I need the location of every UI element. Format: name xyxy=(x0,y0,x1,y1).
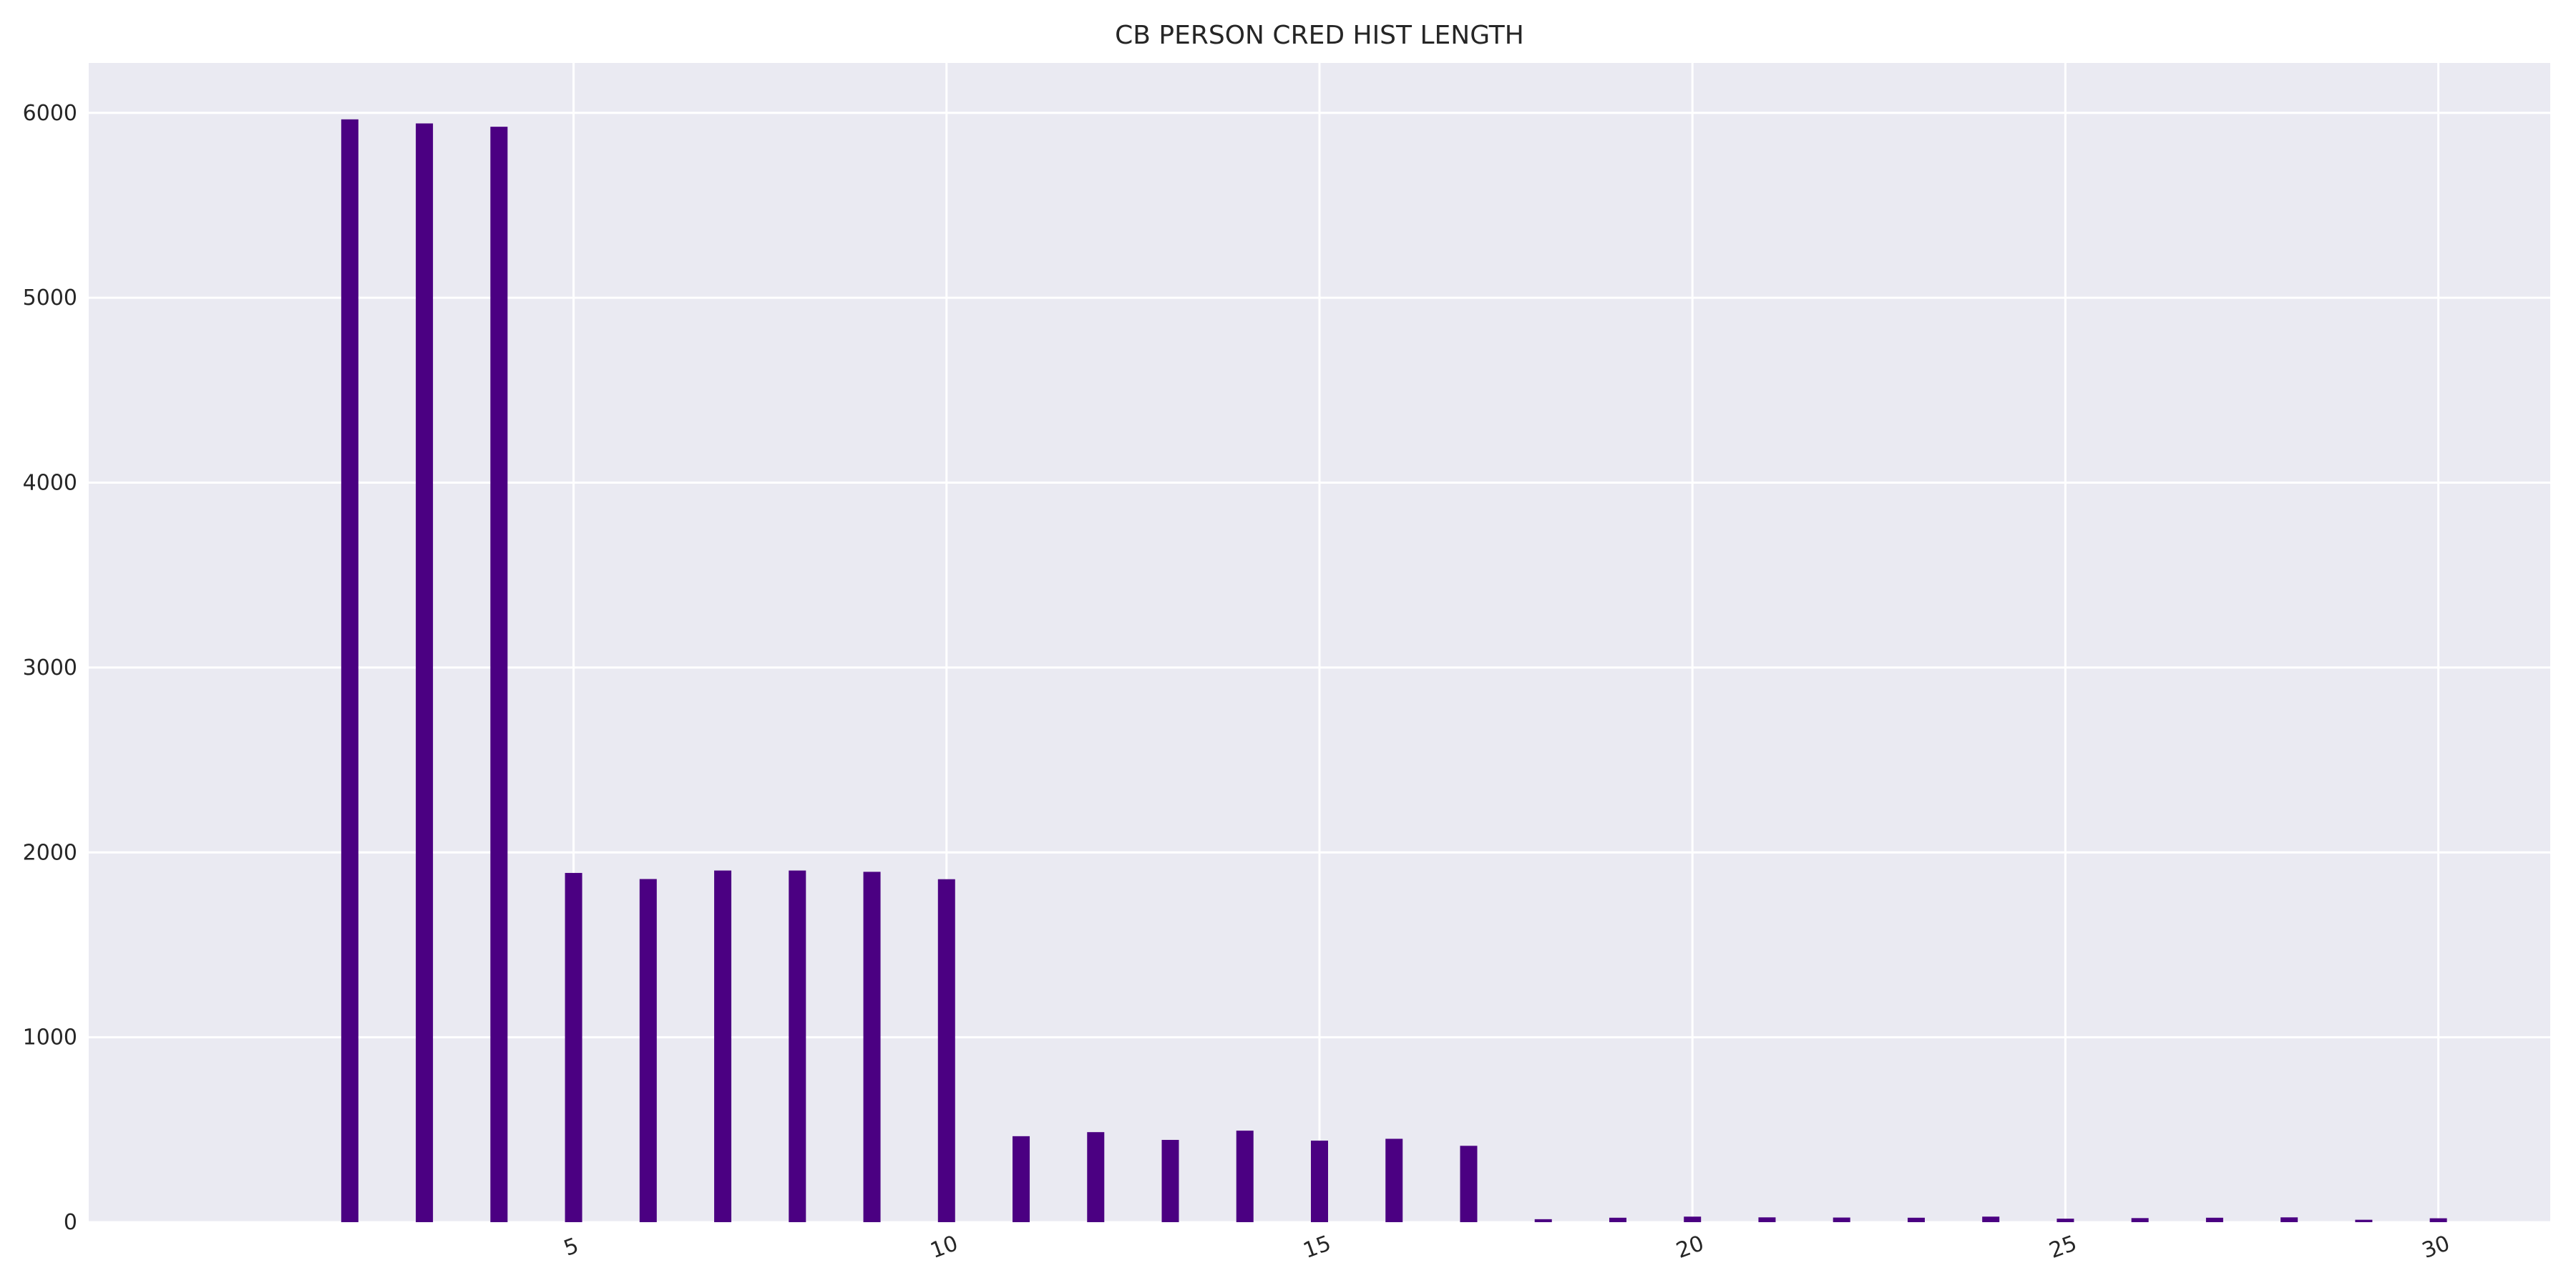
bar xyxy=(1311,1141,1328,1222)
bar xyxy=(1684,1216,1702,1222)
chart-title: CB PERSON CRED HIST LENGTH xyxy=(1115,21,1524,50)
y-tick-label: 2000 xyxy=(23,840,77,865)
bar xyxy=(490,127,508,1222)
bar xyxy=(2280,1217,2298,1222)
y-axis-ticks: 0 1000 2000 3000 4000 5000 6000 xyxy=(23,101,77,1235)
bar xyxy=(2131,1218,2149,1222)
x-tick-label: 20 xyxy=(1673,1231,1707,1264)
bar xyxy=(863,872,881,1222)
y-tick-label: 6000 xyxy=(23,101,77,126)
bar xyxy=(2057,1219,2074,1222)
x-tick-label: 10 xyxy=(927,1231,962,1264)
x-axis-ticks: 5 10 15 20 25 30 xyxy=(560,1231,2453,1264)
y-tick-label: 1000 xyxy=(23,1025,77,1050)
bar xyxy=(1982,1216,2000,1222)
bar xyxy=(714,870,732,1222)
bar xyxy=(789,870,806,1222)
bar xyxy=(937,879,955,1222)
bar xyxy=(1758,1217,1776,1222)
y-tick-label: 3000 xyxy=(23,655,77,680)
bar xyxy=(2355,1219,2373,1222)
bar xyxy=(1013,1136,1030,1222)
bars xyxy=(341,119,2447,1222)
bar xyxy=(1534,1219,1552,1222)
bar xyxy=(2429,1218,2447,1222)
x-tick-label: 25 xyxy=(2046,1231,2080,1264)
bar xyxy=(1236,1131,1254,1222)
bar xyxy=(639,879,657,1222)
bar xyxy=(2205,1217,2223,1222)
x-tick-label: 15 xyxy=(1300,1231,1335,1264)
bar xyxy=(1609,1217,1626,1222)
bar xyxy=(1087,1132,1105,1222)
bar xyxy=(1907,1217,1925,1222)
bar xyxy=(1460,1146,1478,1222)
y-tick-label: 4000 xyxy=(23,471,77,496)
y-tick-label: 5000 xyxy=(23,286,77,311)
bar xyxy=(1833,1217,1850,1222)
x-tick-label: 30 xyxy=(2419,1231,2453,1264)
y-tick-label: 0 xyxy=(64,1210,77,1235)
bar xyxy=(341,119,358,1222)
bar xyxy=(1161,1140,1179,1222)
x-tick-label: 5 xyxy=(560,1233,582,1261)
bar xyxy=(416,123,434,1222)
bar xyxy=(565,872,582,1222)
bar xyxy=(1385,1138,1403,1222)
